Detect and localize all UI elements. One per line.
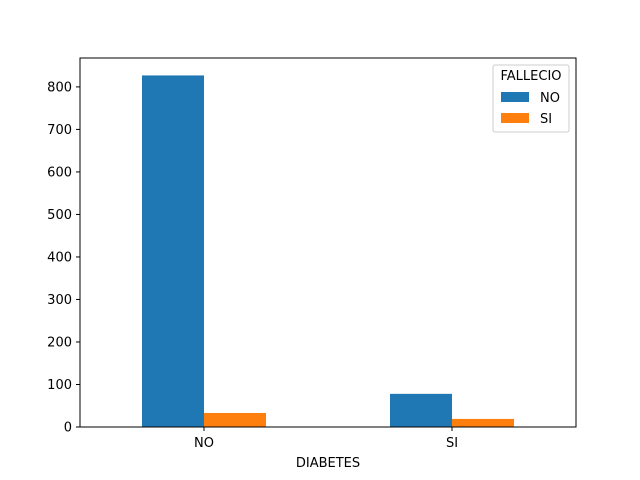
bars-group xyxy=(142,75,514,428)
legend-label-si: SI xyxy=(540,112,552,127)
legend-swatch-si xyxy=(501,113,529,123)
y-tick-label: 300 xyxy=(47,293,72,308)
legend-label-no: NO xyxy=(540,91,560,106)
x-tick-label: SI xyxy=(446,436,458,451)
x-axis-label: DIABETES xyxy=(296,456,360,471)
y-tick-label: 500 xyxy=(47,208,72,223)
bar-no-no xyxy=(142,75,204,428)
bar-no-si xyxy=(204,412,266,427)
y-tick-label: 600 xyxy=(47,165,72,180)
bar-si-si xyxy=(452,418,514,427)
y-tick-label: 100 xyxy=(47,378,72,393)
bar-si-no xyxy=(390,393,452,427)
y-tick-label: 0 xyxy=(64,421,72,436)
legend-title: FALLECIO xyxy=(500,69,561,84)
y-tick-label: 400 xyxy=(47,250,72,265)
legend-swatch-no xyxy=(501,92,529,102)
y-tick-label: 700 xyxy=(47,123,72,138)
y-tick-label: 200 xyxy=(47,335,72,350)
x-tick-label: NO xyxy=(194,436,214,451)
y-axis-ticks: 0 100 200 300 400 500 600 700 800 xyxy=(47,80,80,436)
axes-frame xyxy=(79,57,577,428)
legend: FALLECIO NO SI xyxy=(492,64,570,133)
y-tick-label: 800 xyxy=(47,80,72,95)
x-axis-ticks: NO SI xyxy=(194,427,458,451)
